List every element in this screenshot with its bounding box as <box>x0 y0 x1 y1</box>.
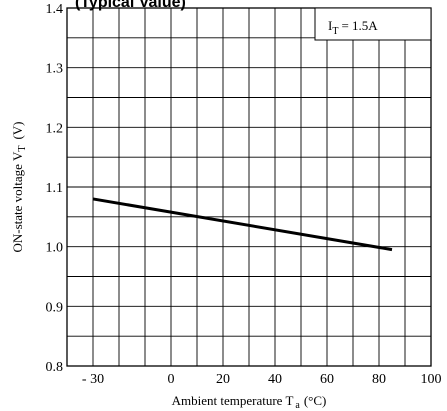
y-tick-labels: 0.8 0.9 1.0 1.1 1.2 1.3 1.4 <box>46 2 64 375</box>
grid <box>67 8 431 366</box>
annotation-label: IT = 1.5A <box>328 18 378 37</box>
annotation-box <box>314 7 432 41</box>
x-tick-label: - 30 <box>82 372 104 387</box>
x-tick-label: 100 <box>421 372 442 387</box>
y-tick-label: 1.3 <box>46 62 64 77</box>
x-tick-label: 60 <box>320 372 334 387</box>
y-tick-label: 1.1 <box>46 181 64 196</box>
series-group <box>92 197 393 252</box>
x-tick-label: 0 <box>168 372 175 387</box>
y-tick-label: 1.0 <box>46 241 64 256</box>
x-tick-labels: - 30 0 20 40 60 80 100 <box>82 372 442 387</box>
x-tick-label: 20 <box>216 372 230 387</box>
series-line <box>92 197 393 252</box>
chart-title: (Typical Value) <box>75 0 186 11</box>
x-tick-label: 80 <box>372 372 386 387</box>
y-tick-label: 1.2 <box>46 121 64 136</box>
x-tick-label: 40 <box>268 372 282 387</box>
y-axis-label: ON-state voltage VT(V) <box>10 121 28 252</box>
plot-frame <box>66 7 432 367</box>
y-tick-label: 0.9 <box>46 300 64 315</box>
y-tick-label: 1.4 <box>46 2 64 17</box>
y-tick-label: 0.8 <box>46 360 64 375</box>
